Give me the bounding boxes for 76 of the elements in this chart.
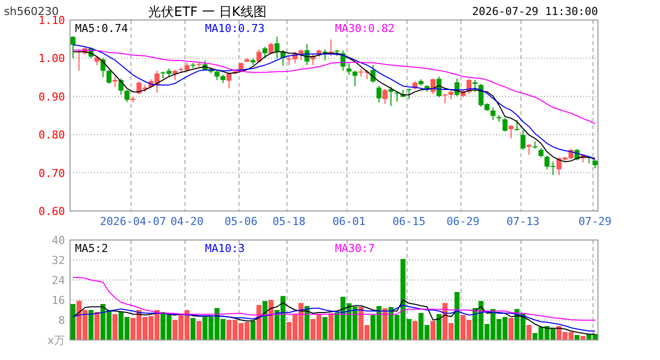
candlestick [520, 130, 526, 150]
text: MA10:0.73 [205, 22, 265, 35]
line-series [72, 277, 596, 321]
bar [322, 317, 328, 340]
y-tick-label: 8 [58, 314, 65, 327]
x-tick-label: 04-20 [170, 215, 204, 228]
bar [412, 321, 418, 340]
candlestick [514, 120, 520, 132]
bar [250, 321, 256, 340]
series-label: MA5:0.74 [75, 22, 128, 35]
text: MA10:3 [205, 242, 245, 255]
y-tick-label: 1.10 [38, 14, 65, 27]
bar [430, 321, 436, 340]
bar [190, 318, 196, 340]
y-tick-label: 1.00 [38, 52, 65, 66]
y-tick-label: 0.60 [38, 205, 65, 218]
candlestick [382, 88, 388, 105]
bar [526, 325, 532, 340]
candlestick [352, 70, 358, 87]
candlestick [124, 89, 130, 103]
candlestick [346, 62, 352, 76]
x-tick-label: 06-29 [446, 215, 480, 228]
candlestick [508, 124, 514, 139]
candlestick [472, 79, 478, 92]
candlestick [226, 72, 232, 89]
candlestick [538, 147, 544, 158]
bar [262, 301, 268, 340]
x-tick-label: 07-13 [506, 215, 540, 228]
bar [112, 314, 118, 340]
bar [256, 305, 262, 340]
candlestick [274, 36, 280, 59]
candlestick [256, 48, 262, 64]
x-tick-label: 06-01 [332, 215, 366, 228]
y-tick-label: 32 [52, 254, 65, 267]
candlestick [406, 88, 412, 100]
bar [328, 313, 334, 340]
bar [508, 318, 514, 340]
line-series [72, 50, 596, 124]
candlestick [70, 36, 76, 59]
text: 2026-07-29 11:30:00 [472, 5, 598, 18]
text: MA5:2 [75, 242, 108, 255]
y-tick-label: 0.80 [38, 128, 65, 142]
x-tick-label: 07-29 [578, 215, 612, 228]
y-tick-label: 0.70 [38, 166, 65, 180]
y-tick-label: 24 [52, 274, 66, 287]
candlestick [430, 78, 436, 95]
y-axis-title: x万 [47, 334, 65, 347]
bar [382, 308, 388, 340]
bar [436, 314, 442, 340]
x-tick-label: 05-06 [224, 215, 258, 228]
candlestick [112, 76, 118, 88]
candlestick [106, 70, 112, 84]
candlestick [388, 86, 394, 106]
candlestick [376, 85, 382, 104]
bar [88, 310, 94, 340]
y-tick-label: 40 [52, 234, 65, 247]
candlestick [502, 118, 508, 132]
text: MA30:7 [335, 242, 375, 255]
line-series [72, 304, 596, 332]
y-tick-label: 16 [52, 294, 65, 307]
bar [70, 304, 76, 340]
candlestick [262, 46, 268, 59]
candlestick [268, 42, 274, 54]
chart-title: 光伏ETF 一 日K线图 [148, 5, 266, 20]
bar [196, 321, 202, 340]
x-tick-label: 2026-04-07 [100, 215, 166, 228]
y-tick-label: 0.90 [38, 90, 65, 104]
bar [454, 292, 460, 340]
text: MA30:0.82 [335, 22, 395, 35]
x-tick-label: 06-15 [392, 215, 426, 228]
x-tick-label: 05-18 [272, 215, 306, 228]
candlestick [526, 144, 532, 156]
bar [268, 300, 274, 340]
bar [94, 312, 100, 340]
bar [574, 335, 580, 340]
candlestick [490, 106, 496, 121]
